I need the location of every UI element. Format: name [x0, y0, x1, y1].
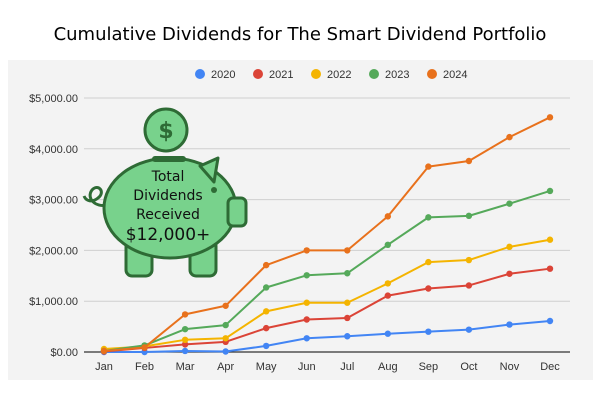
series-line-2024: [103, 116, 551, 352]
data-point: [222, 302, 229, 309]
legend-marker: [311, 69, 321, 79]
data-point: [506, 321, 513, 328]
y-tick-label: $2,000.00: [29, 245, 78, 257]
data-point: [384, 241, 392, 249]
y-tick-label: $0.00: [50, 347, 78, 359]
dollar-coin-icon: [143, 107, 189, 153]
legend-label: 2021: [269, 69, 293, 81]
data-point: [344, 314, 351, 322]
data-point: [222, 321, 229, 329]
data-point: [384, 213, 392, 220]
data-point: [222, 348, 229, 355]
x-tick-label: Oct: [460, 361, 477, 373]
y-tick-label: $5,000.00: [29, 93, 78, 105]
series-line-2020: [104, 320, 551, 353]
x-tick-label: Feb: [135, 361, 154, 373]
data-point: [222, 335, 229, 342]
data-point: [465, 157, 473, 165]
data-point: [425, 258, 432, 266]
annotation-line: $12,000+: [126, 225, 211, 245]
x-tick-label: Jun: [298, 361, 316, 373]
pig-snout: [226, 196, 248, 228]
legend-marker: [253, 69, 263, 79]
x-tick-label: Nov: [500, 361, 520, 373]
data-point: [303, 299, 310, 306]
legend-label: 2020: [211, 69, 235, 81]
data-point: [262, 308, 270, 315]
data-point: [546, 187, 554, 195]
data-point: [303, 335, 310, 342]
data-point: [262, 284, 270, 291]
data-point: [465, 326, 473, 333]
pig-tail: [82, 185, 109, 208]
data-point: [384, 330, 392, 337]
y-tick-label: $4,000.00: [29, 144, 78, 156]
x-tick-label: Dec: [540, 361, 560, 373]
data-point: [546, 317, 554, 325]
annotation-line: Total: [151, 169, 185, 185]
data-point: [100, 347, 108, 355]
annotation-line: Received: [136, 207, 200, 223]
data-point: [465, 282, 473, 289]
legend-marker: [195, 69, 205, 79]
data-point: [384, 292, 392, 299]
pig-ear: [198, 156, 220, 184]
coin-slot: [152, 156, 186, 162]
x-tick-label: Jan: [95, 361, 113, 373]
x-tick-label: Aug: [378, 361, 398, 373]
data-point: [344, 270, 351, 277]
data-point: [181, 341, 189, 348]
data-point: [262, 261, 270, 269]
data-point: [303, 247, 310, 254]
series-line-2022: [103, 238, 551, 350]
data-point: [344, 333, 351, 340]
data-point: [425, 285, 432, 292]
legend-marker: [427, 69, 437, 79]
legend-label: 2024: [443, 69, 467, 81]
data-point: [181, 347, 189, 355]
x-tick-label: Apr: [217, 361, 234, 373]
piggy-bank-icon: $ Total Dividends Received $12,000+: [82, 107, 248, 278]
data-point: [506, 200, 513, 207]
x-tick-label: Jul: [340, 361, 354, 373]
data-point: [181, 311, 189, 318]
x-tick-label: Mar: [176, 361, 195, 373]
y-tick-label: $1,000.00: [29, 296, 78, 308]
chart-title: Cumulative Dividends for The Smart Divid…: [53, 24, 547, 45]
pig-eye: [211, 187, 217, 193]
legend-label: 2022: [327, 69, 351, 81]
data-point: [425, 328, 432, 335]
data-point: [344, 299, 351, 306]
data-point: [181, 336, 189, 344]
x-tick-label: May: [256, 361, 277, 373]
data-point: [546, 265, 554, 272]
legend-label: 2023: [385, 69, 409, 81]
data-point: [384, 280, 392, 287]
data-point: [506, 270, 513, 277]
data-point: [425, 163, 432, 170]
data-point: [425, 214, 432, 221]
data-point: [506, 133, 513, 141]
y-tick-label: $3,000.00: [29, 195, 78, 207]
data-point: [465, 256, 473, 264]
legend-marker: [369, 69, 379, 79]
x-tick-label: Sep: [419, 361, 439, 373]
data-point: [546, 114, 554, 121]
series-line-2023: [103, 190, 551, 352]
data-point: [506, 243, 513, 251]
data-point: [262, 342, 270, 350]
data-point: [141, 344, 148, 351]
data-point: [262, 324, 270, 332]
data-point: [303, 272, 310, 279]
data-point: [465, 212, 473, 220]
data-point: [546, 236, 554, 243]
coin-symbol: $: [158, 119, 173, 144]
data-point: [303, 316, 310, 323]
series-line-2021: [103, 267, 551, 353]
data-point: [181, 325, 189, 333]
data-point: [344, 247, 351, 254]
annotation-line: Dividends: [133, 188, 202, 204]
